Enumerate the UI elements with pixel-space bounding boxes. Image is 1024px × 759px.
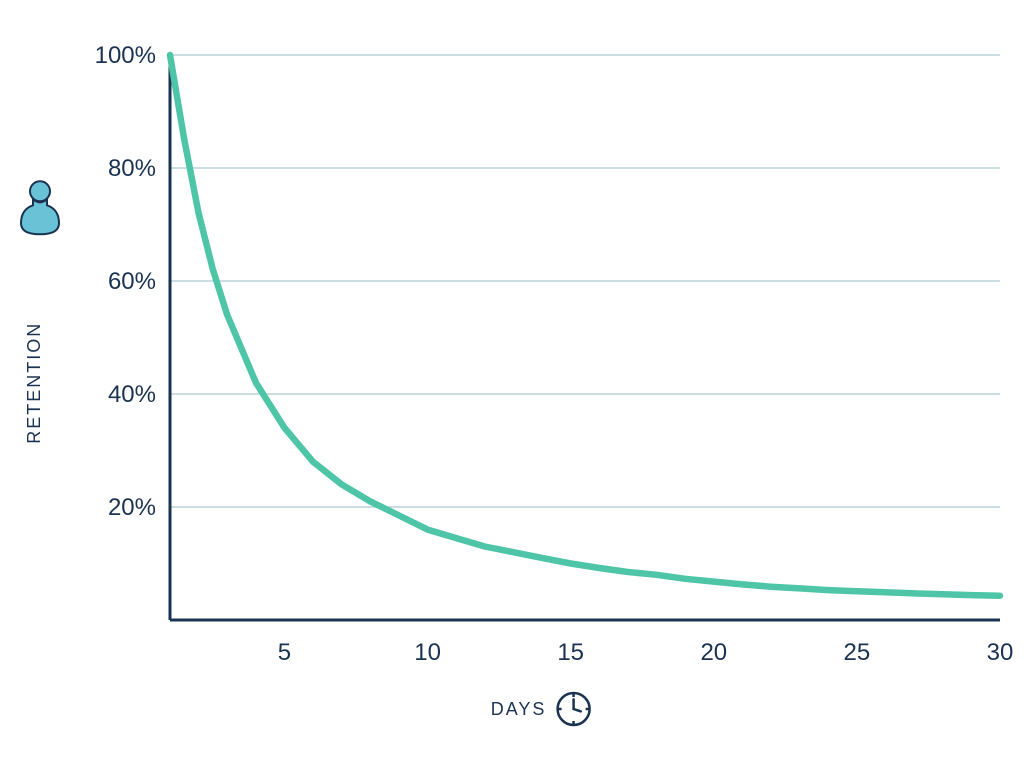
retention-chart: 20% 40% 60% 80% 100% 5 10 15 20 25 30 RETENTION DAYS xyxy=(0,0,1024,759)
retention-chart-container: 20% 40% 60% 80% 100% 5 10 15 20 25 30 RETENTION DAYS xyxy=(0,0,1024,759)
y-tick-label: 20% xyxy=(108,494,156,521)
y-tick-label: 40% xyxy=(108,381,156,408)
x-tick-label: 20 xyxy=(700,639,727,666)
x-tick-label: 30 xyxy=(987,639,1014,666)
y-tick-label: 60% xyxy=(108,268,156,295)
y-axis-label: RETENTION xyxy=(24,322,44,444)
y-tick-label: 100% xyxy=(95,42,156,69)
x-axis-label: DAYS xyxy=(491,699,547,719)
x-tick-label: 15 xyxy=(557,639,584,666)
chart-background xyxy=(0,0,1024,759)
x-tick-label: 5 xyxy=(278,639,291,666)
x-tick-label: 10 xyxy=(414,639,441,666)
x-tick-label: 25 xyxy=(844,639,871,666)
y-tick-label: 80% xyxy=(108,155,156,182)
